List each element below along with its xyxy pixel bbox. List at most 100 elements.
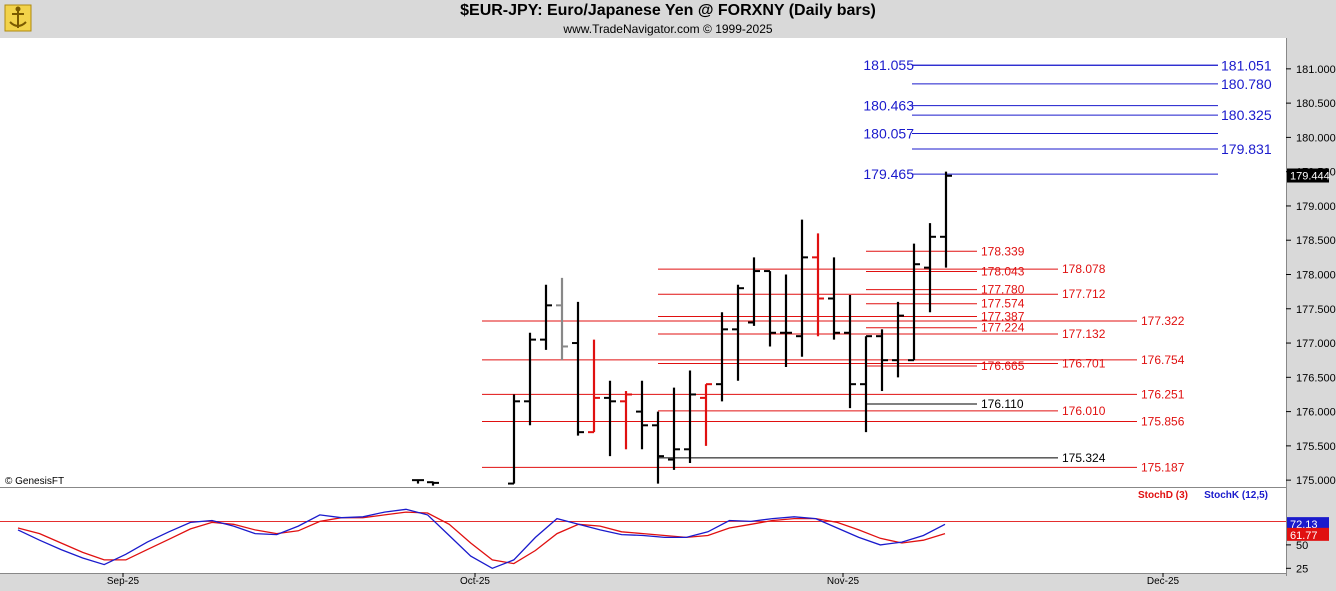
price-level-label: 177.712 — [1062, 287, 1106, 301]
date-axis: Sep-25 Oct-25 Nov-25 Dec-25 — [107, 573, 1180, 587]
price-level-label: 176.010 — [1062, 404, 1106, 418]
date-axis-label: Oct-25 — [460, 576, 490, 587]
stoch-d-legend: StochD (3) — [1138, 490, 1188, 501]
price-level: 175.187 — [482, 460, 1185, 474]
ohlc-bar — [684, 370, 696, 464]
price-tick-label: 175.000 — [1296, 475, 1336, 487]
stoch-tick-label: 25 — [1296, 563, 1308, 575]
ohlc-bar — [636, 380, 648, 450]
price-level: 180.780 — [912, 76, 1272, 92]
price-level-label: 177.224 — [981, 321, 1025, 335]
price-level: 178.078 — [658, 262, 1106, 276]
price-level: 177.712 — [658, 287, 1106, 301]
date-axis-label: Dec-25 — [1147, 576, 1180, 587]
ohlc-bar — [508, 394, 520, 485]
price-level: 177.132 — [658, 327, 1106, 341]
price-level: 176.251 — [482, 387, 1185, 401]
price-tick-label: 180.000 — [1296, 132, 1336, 144]
ohlc-bar — [556, 277, 568, 361]
ohlc-bar — [780, 274, 792, 368]
price-level: 177.780 — [866, 283, 1025, 297]
price-level-label: 181.051 — [1221, 57, 1272, 73]
price-level-label: 181.055 — [863, 57, 914, 73]
price-level: 175.324 — [658, 451, 1106, 465]
price-level: 176.754 — [482, 353, 1185, 367]
price-level-label: 180.463 — [863, 98, 914, 114]
stoch-k-legend: StochK (12,5) — [1204, 490, 1268, 501]
price-level: 180.057 — [863, 125, 1218, 141]
price-level: 179.831 — [912, 141, 1272, 157]
price-level: 179.465 — [863, 166, 1218, 182]
price-level-label: 176.754 — [1141, 353, 1185, 367]
ohlc-bar — [427, 481, 439, 486]
stoch-k-line — [17, 508, 946, 570]
ohlc-bar — [652, 411, 664, 484]
price-level: 181.051 — [912, 57, 1272, 73]
price-level: 177.322 — [482, 314, 1185, 328]
price-tick-label: 176.000 — [1296, 407, 1336, 419]
price-level-label: 180.057 — [863, 125, 914, 141]
ohlc-bar — [844, 295, 856, 409]
price-level: 180.325 — [912, 107, 1272, 123]
ohlc-bar — [892, 301, 904, 378]
price-level: 176.110 — [866, 397, 1024, 411]
price-tick-label: 177.000 — [1296, 338, 1336, 350]
price-level-label: 179.831 — [1221, 141, 1272, 157]
price-level-label: 177.574 — [981, 297, 1025, 311]
last-price-box — [1287, 168, 1329, 183]
ohlc-bar — [908, 243, 920, 362]
ohlc-bar — [748, 257, 760, 326]
ohlc-bar — [828, 257, 840, 340]
ohlc-bar — [588, 339, 600, 434]
price-level-label: 176.251 — [1141, 387, 1185, 401]
price-tick-label: 176.500 — [1296, 372, 1336, 384]
price-level-label: 175.324 — [1062, 451, 1106, 465]
trade-navigator-logo-icon — [2, 2, 34, 34]
ohlc-bar — [812, 233, 824, 337]
price-tick-label: 178.500 — [1296, 235, 1336, 247]
chart-subtitle: www.TradeNavigator.com © 1999-2025 — [563, 22, 773, 36]
price-level-label: 176.665 — [981, 359, 1025, 373]
stoch-tick-label: 50 — [1296, 540, 1308, 552]
ohlc-bar — [572, 301, 584, 436]
ohlc-bar — [716, 312, 728, 402]
ohlc-bar — [668, 387, 680, 470]
ohlc-bar — [796, 219, 808, 357]
price-level: 176.701 — [658, 357, 1106, 371]
price-tick-label: 175.500 — [1296, 441, 1336, 453]
price-level: 180.463 — [863, 98, 1218, 114]
ohlc-bar — [620, 391, 632, 450]
price-level-label: 177.387 — [981, 310, 1025, 324]
price-level: 178.339 — [866, 244, 1025, 258]
chart-title: $EUR-JPY: Euro/Japanese Yen @ FORXNY (Da… — [460, 2, 876, 19]
ohlc-bar — [764, 270, 776, 347]
price-level-label: 175.187 — [1141, 460, 1185, 474]
price-tick-label: 181.000 — [1296, 64, 1336, 76]
ohlc-bar — [604, 380, 616, 457]
ohlc-bar — [524, 332, 536, 426]
ohlc-bar — [540, 284, 552, 350]
price-level-label: 179.465 — [863, 166, 914, 182]
ohlc-bar — [860, 335, 872, 433]
price-level-label: 176.701 — [1062, 357, 1106, 371]
copyright-label: © GenesisFT — [5, 476, 64, 487]
chart-header: $EUR-JPY: Euro/Japanese Yen @ FORXNY (Da… — [0, 0, 1336, 38]
date-axis-label: Sep-25 — [107, 576, 140, 587]
date-axis-label: Nov-25 — [827, 576, 860, 587]
price-tick-label: 179.000 — [1296, 201, 1336, 213]
ohlc-bar — [412, 479, 424, 484]
price-level-label: 180.325 — [1221, 107, 1272, 123]
price-level: 177.224 — [866, 321, 1025, 335]
price-level-label: 178.043 — [981, 265, 1025, 279]
price-level: 176.665 — [866, 359, 1025, 373]
price-tick-label: 178.000 — [1296, 269, 1336, 281]
price-level: 175.856 — [482, 414, 1185, 428]
price-level: 177.574 — [866, 297, 1025, 311]
price-axis: 181.000180.500180.000179.500179.000178.5… — [1286, 64, 1336, 487]
ohlc-bar — [940, 171, 952, 268]
ohlc-bar — [876, 329, 888, 392]
stoch-d-line — [17, 511, 946, 565]
stochastic-panel — [0, 488, 1286, 573]
